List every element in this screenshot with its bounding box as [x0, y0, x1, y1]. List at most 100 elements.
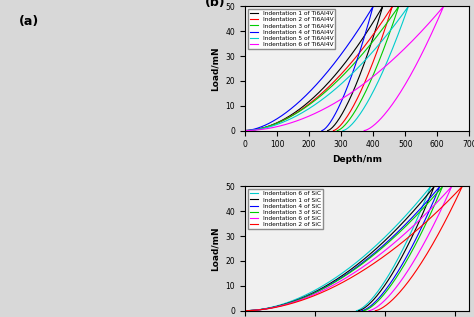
Indentation 4 of SiC [410, 214, 416, 218]
Indentation 2 of SiC [423, 254, 429, 257]
Indentation 3 of SiC [242, 309, 248, 313]
Indentation 6 of Ti6Al4V [242, 129, 248, 133]
Indentation 2 of Ti6Al4V [366, 70, 372, 74]
Indentation 2 of Ti6Al4V [341, 69, 347, 73]
Text: (a): (a) [18, 16, 39, 29]
Indentation 6 of SiC [282, 301, 288, 305]
Line: Indentation 4 of SiC: Indentation 4 of SiC [245, 186, 440, 311]
Indentation 2 of Ti6Al4V [390, 4, 395, 8]
Line: Indentation 1 of SiC: Indentation 1 of SiC [245, 186, 434, 311]
Indentation 6 of SiC [399, 250, 404, 254]
Indentation 1 of Ti6Al4V [358, 70, 364, 74]
Text: (b): (b) [205, 0, 225, 10]
Line: Indentation 5 of Ti6Al4V: Indentation 5 of Ti6Al4V [245, 6, 409, 131]
Indentation 6 of SiC [367, 249, 373, 253]
Indentation 4 of Ti6Al4V [242, 129, 248, 133]
Indentation 3 of Ti6Al4V [275, 121, 281, 125]
Indentation 2 of Ti6Al4V [370, 34, 375, 38]
Indentation 2 of SiC [425, 250, 431, 254]
Indentation 1 of SiC [370, 250, 375, 254]
Indentation 1 of Ti6Al4V [361, 35, 367, 38]
Indentation 5 of Ti6Al4V [277, 121, 283, 125]
Indentation 3 of SiC [409, 250, 414, 254]
Indentation 1 of SiC [242, 309, 248, 313]
Indentation 3 of SiC [407, 254, 412, 257]
Indentation 4 of Ti6Al4V [345, 44, 350, 48]
Indentation 5 of Ti6Al4V [378, 74, 384, 77]
Line: Indentation 6 of Ti6Al4V: Indentation 6 of Ti6Al4V [245, 6, 444, 131]
Line: Indentation 3 of Ti6Al4V: Indentation 3 of Ti6Al4V [245, 6, 399, 131]
Indentation 2 of SiC [416, 227, 421, 230]
Indentation 5 of Ti6Al4V [406, 4, 411, 8]
Indentation 2 of Ti6Al4V [365, 74, 371, 77]
Indentation 2 of SiC [388, 249, 394, 253]
Y-axis label: Load/mN: Load/mN [211, 46, 220, 91]
Indentation 1 of Ti6Al4V [335, 70, 341, 74]
Indentation 3 of Ti6Al4V [396, 4, 401, 8]
Indentation 6 of SiC [403, 214, 409, 218]
Line: Indentation 1 of Ti6Al4V: Indentation 1 of Ti6Al4V [245, 6, 383, 131]
Indentation 2 of SiC [289, 301, 295, 305]
Indentation 1 of SiC [393, 228, 399, 231]
X-axis label: Depth/nm: Depth/nm [332, 155, 382, 164]
Indentation 1 of SiC [400, 254, 405, 257]
Indentation 6 of Ti6Al4V [376, 70, 382, 74]
Indentation 3 of SiC [440, 184, 446, 188]
Indentation 6 of Ti6Al4V [410, 70, 415, 74]
Indentation 3 of Ti6Al4V [370, 74, 376, 77]
Indentation 1 of Ti6Al4V [357, 74, 363, 77]
Indentation 2 of Ti6Al4V [274, 121, 280, 125]
Indentation 4 of Ti6Al4V [328, 65, 334, 69]
Indentation 1 of SiC [431, 184, 437, 188]
Indentation 1 of SiC [401, 250, 407, 254]
Indentation 6 of Ti6Al4V [401, 48, 407, 51]
Indentation 3 of Ti6Al4V [242, 129, 248, 133]
Y-axis label: Load/mN: Load/mN [211, 226, 220, 271]
Indentation 6 of Ti6Al4V [441, 4, 447, 8]
Indentation 1 of Ti6Al4V [242, 129, 248, 133]
Indentation 4 of SiC [374, 250, 379, 254]
Indentation 4 of SiC [406, 250, 412, 254]
Line: Indentation 6 of SiC: Indentation 6 of SiC [245, 186, 452, 311]
Indentation 4 of SiC [242, 309, 248, 313]
Indentation 3 of Ti6Al4V [346, 68, 351, 72]
Indentation 2 of SiC [430, 214, 436, 218]
Indentation 5 of Ti6Al4V [383, 34, 389, 38]
Indentation 6 of Ti6Al4V [361, 129, 367, 133]
Line: Indentation 4 of Ti6Al4V: Indentation 4 of Ti6Al4V [245, 6, 373, 131]
Indentation 6 of SiC [449, 184, 455, 188]
Indentation 3 of SiC [413, 214, 419, 218]
Indentation 2 of Ti6Al4V [242, 129, 248, 133]
Legend: Indentation 6 of SiC, Indentation 1 of SiC, Indentation 4 of SiC, Indentation 3 : Indentation 6 of SiC, Indentation 1 of S… [248, 189, 323, 229]
Indentation 3 of SiC [361, 309, 366, 313]
Indentation 6 of SiC [414, 254, 420, 257]
Indentation 4 of SiC [437, 184, 443, 188]
Line: Indentation 2 of Ti6Al4V: Indentation 2 of Ti6Al4V [245, 6, 392, 131]
Indentation 4 of Ti6Al4V [370, 4, 376, 8]
Indentation 4 of SiC [284, 302, 290, 306]
Indentation 4 of Ti6Al4V [270, 120, 275, 123]
Indentation 3 of SiC [400, 227, 406, 231]
Indentation 1 of SiC [356, 309, 361, 313]
Indentation 4 of Ti6Al4V [349, 74, 355, 77]
Indentation 1 of Ti6Al4V [325, 129, 330, 133]
Indentation 3 of Ti6Al4V [365, 46, 371, 49]
Indentation 1 of SiC [406, 215, 411, 218]
Indentation 6 of SiC [242, 309, 248, 313]
Indentation 4 of SiC [404, 254, 410, 257]
Indentation 5 of Ti6Al4V [242, 129, 248, 133]
Indentation 5 of Ti6Al4V [380, 70, 385, 74]
Line: Indentation 6 of SiC: Indentation 6 of SiC [245, 186, 431, 311]
Indentation 1 of SiC [283, 302, 289, 306]
Indentation 6 of Ti6Al4V [408, 74, 413, 77]
Indentation 3 of SiC [285, 302, 291, 306]
Indentation 6 of SiC [242, 309, 248, 313]
Indentation 6 of Ti6Al4V [414, 35, 419, 38]
Indentation 3 of Ti6Al4V [335, 129, 340, 133]
Legend: Indentation 1 of Ti6Al4V, Indentation 2 of Ti6Al4V, Indentation 3 of Ti6Al4V, In: Indentation 1 of Ti6Al4V, Indentation 2 … [248, 9, 336, 49]
Line: Indentation 3 of SiC: Indentation 3 of SiC [245, 186, 443, 311]
Indentation 4 of Ti6Al4V [353, 32, 359, 36]
Indentation 3 of Ti6Al4V [375, 33, 381, 37]
Indentation 4 of SiC [398, 227, 403, 231]
Indentation 6 of SiC [366, 309, 372, 313]
